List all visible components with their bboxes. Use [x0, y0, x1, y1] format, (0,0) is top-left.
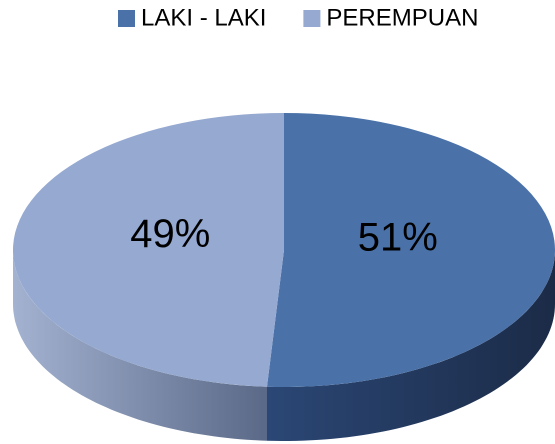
slice-side	[13, 250, 267, 441]
data-label: 51%	[358, 215, 438, 259]
legend-label: PEREMPUAN	[326, 4, 478, 31]
slice-side	[267, 250, 555, 441]
data-label: 49%	[130, 212, 210, 256]
legend-label: LAKI - LAKI	[141, 4, 266, 31]
legend-swatch	[118, 10, 135, 27]
slice	[266, 113, 555, 387]
legend-swatch	[303, 10, 321, 27]
slice	[13, 113, 284, 387]
